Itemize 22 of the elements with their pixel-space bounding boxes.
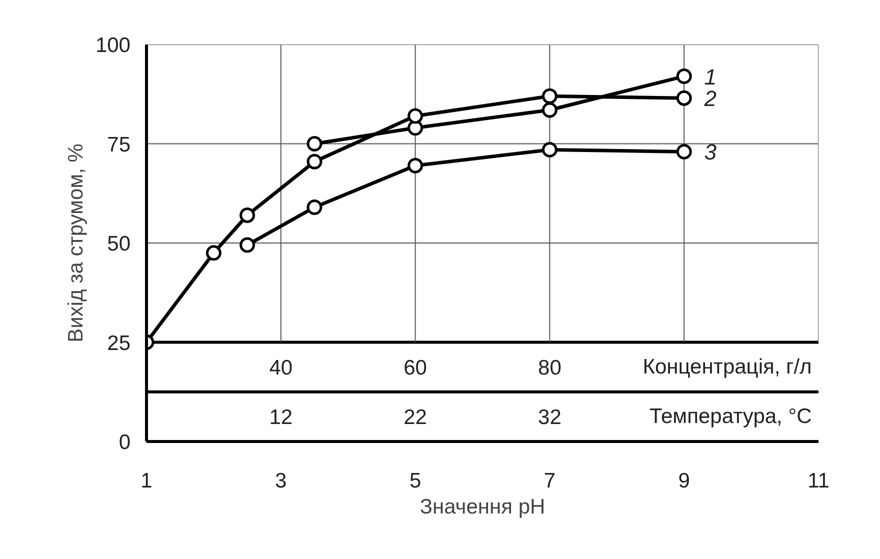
x-tick-label: 3 bbox=[275, 470, 287, 492]
x2-tick-label: 60 bbox=[404, 356, 427, 380]
x-tick-label: 5 bbox=[409, 470, 422, 492]
y-tick-label: 100 bbox=[95, 34, 131, 57]
x2-axis-title: Концентрація, г/л bbox=[642, 356, 812, 379]
series-label: 3 bbox=[704, 140, 718, 165]
x-axis-title: Значення pH bbox=[420, 496, 546, 518]
x-tick-label: 9 bbox=[678, 470, 690, 492]
y-tick-label: 50 bbox=[107, 232, 130, 256]
x2-tick-label: 80 bbox=[538, 356, 562, 380]
annotation: 32 bbox=[538, 406, 562, 430]
x-tick-label: 11 bbox=[808, 470, 830, 492]
annotation: 12 bbox=[269, 406, 293, 430]
y-tick-label: 75 bbox=[107, 133, 130, 156]
x2-tick-label: 40 bbox=[269, 356, 293, 380]
y-tick-label: 0 bbox=[118, 431, 131, 454]
y-axis-title: Вихід за струмом, % bbox=[64, 144, 88, 342]
x-tick-label: 7 bbox=[544, 470, 556, 492]
annotation: Температура, °C bbox=[649, 405, 812, 428]
x-tick-label: 1 bbox=[140, 470, 152, 492]
annotation: 22 bbox=[404, 406, 427, 430]
y-tick-label: 25 bbox=[107, 332, 130, 355]
